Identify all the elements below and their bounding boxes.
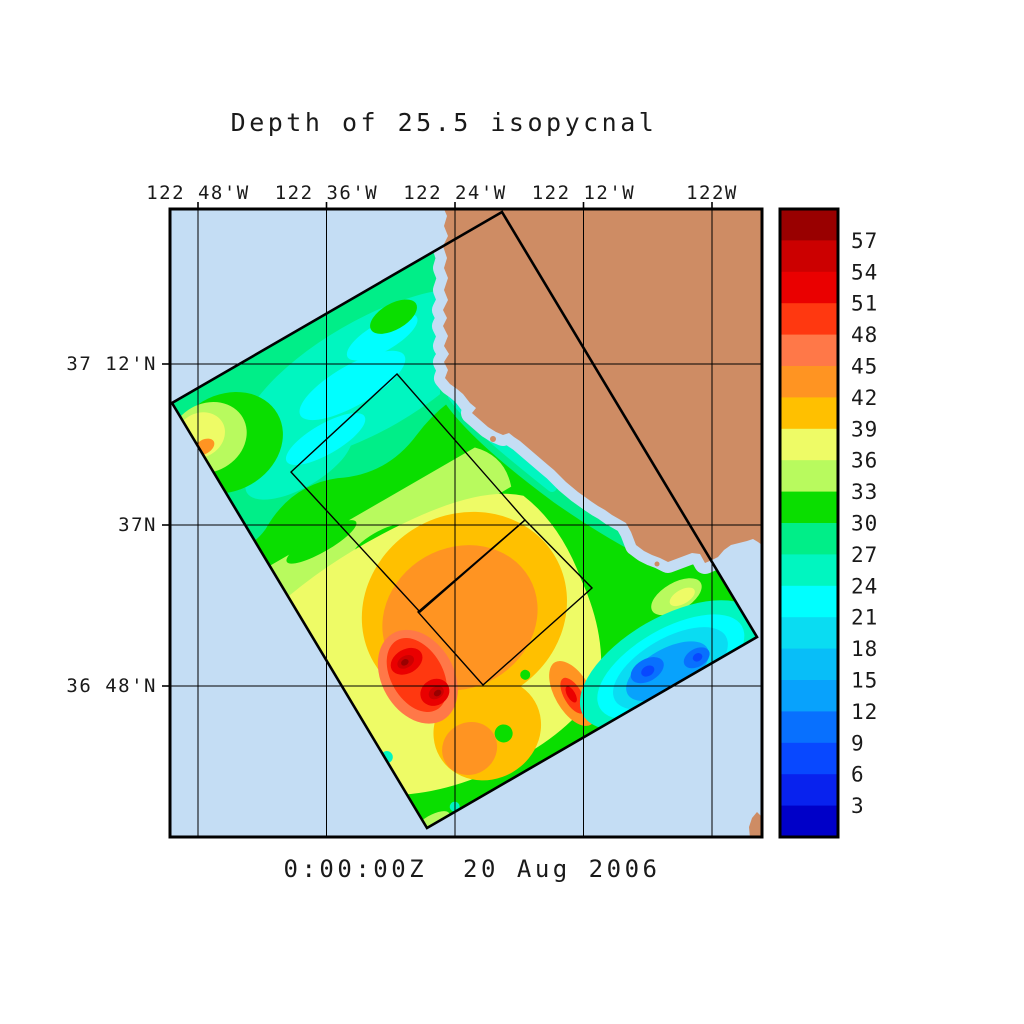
colorbar-segment (780, 209, 838, 241)
colorbar-tick-label: 45 (851, 355, 878, 379)
chart-title: Depth of 25.5 isopycnal (231, 108, 658, 137)
colorbar-tick-label: 54 (851, 260, 878, 284)
longitude-tick-label: 122 24'W (403, 182, 507, 204)
colorbar-tick-label: 18 (851, 637, 878, 661)
colorbar-segment (780, 366, 838, 398)
colorbar-tick-label: 57 (851, 229, 878, 253)
land-coastline (443, 209, 762, 563)
latitude-tick-label: 37 12'N (66, 353, 157, 375)
longitude-tick-label: 122 48'W (146, 182, 250, 204)
colorbar-frame (778, 207, 840, 839)
colorbar-segment (780, 460, 838, 493)
colorbar: 57 54 51 48 45 42 39 36 33 30 27 24 21 18 15 12 9 6 3 (778, 207, 878, 839)
colorbar-segment (780, 774, 838, 807)
timestamp-label: 0:00:00Z 20 Aug 2006 (284, 855, 661, 883)
colorbar-segment (780, 585, 838, 618)
colorbar-segment (780, 711, 838, 744)
colorbar-segment (780, 397, 838, 430)
colorbar-tick-label: 51 (851, 292, 878, 316)
sampling-box-1 (290, 372, 526, 613)
latitude-tick-label: 36 48'N (66, 675, 157, 697)
longitude-tick-label: 122 12'W (532, 182, 636, 204)
axis-ticks (162, 202, 713, 687)
colorbar-tick-label: 39 (851, 417, 878, 441)
colorbar-tick-label: 36 (851, 449, 878, 473)
colorbar-segment (780, 805, 838, 838)
latitude-axis-labels: 37 12'N 37N 36 48'N (66, 353, 157, 697)
colorbar-segment (780, 554, 838, 587)
colorbar-segment (780, 491, 838, 524)
islet (490, 436, 496, 442)
colorbar-tick-label: 42 (851, 386, 878, 410)
longitude-axis-labels: 122 48'W 122 36'W 122 24'W 122 12'W 122W (146, 182, 738, 204)
latitude-tick-label: 37N (118, 514, 157, 536)
islet (654, 561, 660, 567)
colorbar-tick-label: 48 (851, 323, 878, 347)
colorbar-tick-label: 27 (851, 543, 878, 567)
colorbar-segment (780, 271, 838, 304)
survey-swath-outline (170, 210, 759, 830)
colorbar-segment (780, 240, 838, 273)
longitude-tick-label: 122W (686, 182, 738, 204)
colorbar-segment (780, 742, 838, 775)
colorbar-segment (780, 648, 838, 681)
sampling-box-2 (417, 519, 594, 686)
colorbar-segment (780, 523, 838, 555)
colorbar-segment (780, 680, 838, 712)
colorbar-tick-label: 6 (851, 763, 865, 787)
longitude-tick-label: 122 36'W (275, 182, 379, 204)
map-frame (168, 207, 764, 839)
colorbar-segment (780, 428, 838, 461)
colorbar-tick-label: 15 (851, 669, 878, 693)
colorbar-tick-label: 12 (851, 700, 878, 724)
colorbar-tick-label: 21 (851, 606, 878, 630)
colorbar-tick-label: 24 (851, 574, 878, 598)
colorbar-tick-label: 9 (851, 731, 865, 755)
colorbar-segment (780, 334, 838, 367)
colorbar-segment (780, 617, 838, 650)
colorbar-tick-label: 3 (851, 794, 865, 818)
colorbar-tick-label: 30 (851, 512, 878, 536)
colorbar-tick-label: 33 (851, 480, 878, 504)
colorbar-segment (780, 303, 838, 336)
point-sur-headland (749, 812, 762, 837)
